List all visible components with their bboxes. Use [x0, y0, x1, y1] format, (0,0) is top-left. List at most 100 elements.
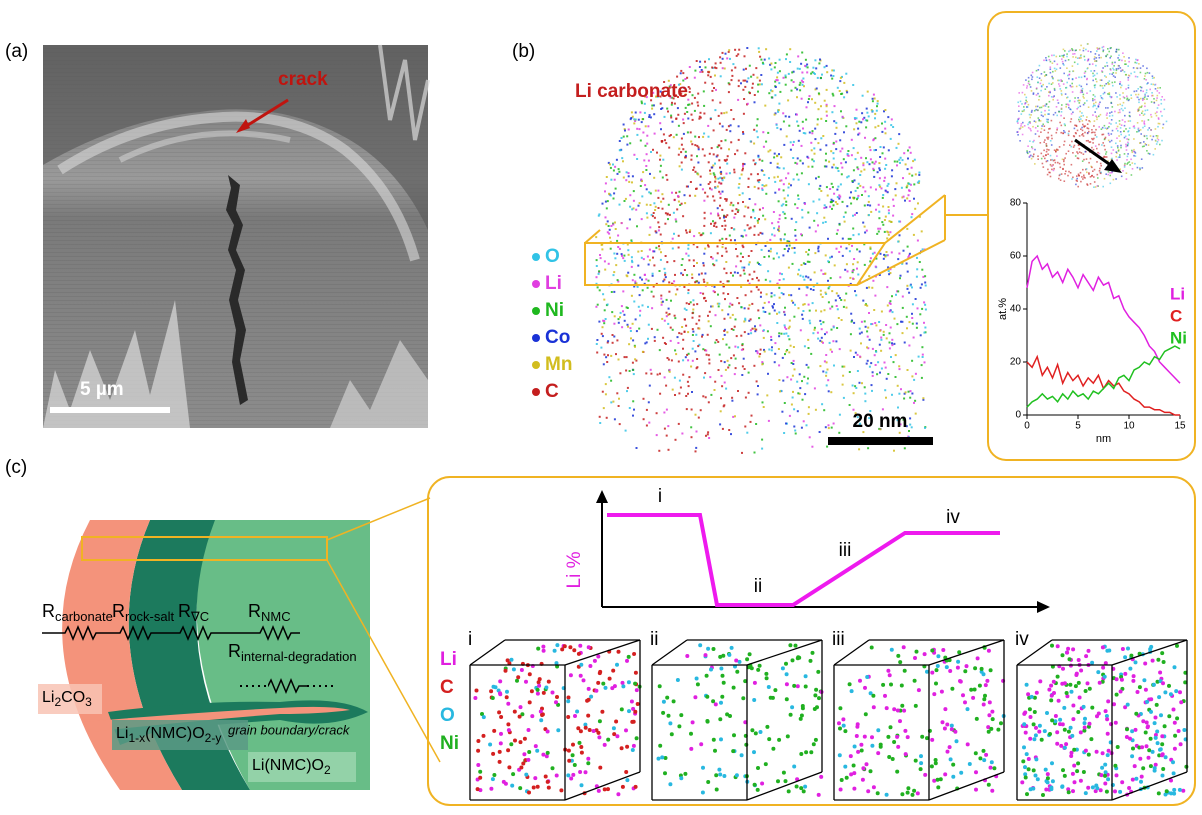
atom-dot — [1113, 764, 1117, 768]
atom-dot — [1045, 154, 1047, 156]
atom-dot — [859, 382, 861, 384]
atom-dot — [621, 255, 623, 257]
atom-dot — [730, 433, 732, 435]
atom-dot — [719, 239, 721, 241]
sem-image — [43, 45, 428, 428]
atom-dot — [920, 334, 922, 336]
atom-dot — [725, 261, 727, 263]
atom-dot — [863, 686, 867, 690]
atom-dot — [909, 200, 911, 202]
atom-dot — [996, 728, 1000, 732]
atom-dot — [673, 136, 675, 138]
atom-dot — [750, 173, 752, 175]
atom-dot — [701, 336, 703, 338]
atom-dot — [603, 322, 605, 324]
atom-dot — [759, 730, 763, 734]
atom-dot — [1118, 55, 1120, 57]
atom-dot — [731, 227, 733, 229]
atom-dot — [1075, 133, 1077, 135]
atom-dot — [1107, 649, 1111, 653]
atom-dot — [881, 131, 883, 133]
atom-dot — [754, 101, 756, 103]
atom-dot — [1125, 146, 1127, 148]
atom-dot — [688, 244, 690, 246]
atom-dot — [818, 250, 820, 252]
atom-dot — [1102, 87, 1104, 89]
atom-dot — [1072, 49, 1074, 51]
atom-dot — [703, 279, 705, 281]
atom-dot — [1035, 109, 1037, 111]
atom-dot — [653, 250, 655, 252]
atom-dot — [921, 377, 923, 379]
atom-dot — [1060, 784, 1064, 788]
atom-dot — [999, 721, 1003, 725]
atom-dot — [670, 117, 672, 119]
profile-line — [1027, 256, 1180, 383]
atom-dot — [623, 136, 625, 138]
atom-dot — [1025, 792, 1029, 796]
atom-dot — [665, 276, 667, 278]
atom-dot — [653, 113, 655, 115]
atom-dot — [603, 743, 607, 747]
atom-dot — [1056, 129, 1058, 131]
atom-dot — [735, 318, 737, 320]
atom-dot — [768, 177, 770, 179]
atom-dot — [1053, 95, 1055, 97]
atom-dot — [1070, 146, 1072, 148]
atom-dot — [1132, 168, 1134, 170]
atom-dot — [789, 61, 791, 63]
atom-dot — [746, 432, 748, 434]
atom-dot — [829, 342, 831, 344]
atom-dot — [573, 714, 577, 718]
atom-dot — [1046, 143, 1048, 145]
atom-dot — [883, 334, 885, 336]
atom-dot — [720, 695, 724, 699]
atom-dot — [692, 360, 694, 362]
atom-dot — [701, 273, 703, 275]
atom-dot — [646, 153, 648, 155]
atom-dot — [1113, 75, 1115, 77]
atom-dot — [1080, 115, 1082, 117]
atom-dot — [841, 319, 843, 321]
atom-dot — [833, 120, 835, 122]
atom-dot — [1122, 119, 1124, 121]
atom-dot — [859, 328, 861, 330]
atom-dot — [776, 76, 778, 78]
atom-dot — [1075, 77, 1077, 79]
atom-dot — [842, 724, 846, 728]
atom-dot — [657, 329, 659, 331]
atom-dot — [1126, 138, 1128, 140]
legend-dot — [532, 307, 540, 315]
cube-legend: LiCONi — [440, 649, 459, 754]
atom-dot — [664, 268, 666, 270]
atom-dot — [878, 231, 880, 233]
atom-dot — [845, 212, 847, 214]
atom-dot — [1117, 126, 1119, 128]
atom-dot — [809, 132, 811, 134]
atom-dot — [1101, 645, 1105, 649]
atom-dot — [1101, 70, 1103, 72]
atom-dot — [801, 704, 805, 708]
atom-dot — [1023, 109, 1025, 111]
atom-dot — [628, 129, 630, 131]
atom-dot — [857, 152, 859, 154]
atom-dot — [678, 423, 680, 425]
atom-dot — [719, 737, 723, 741]
atom-dot — [738, 187, 740, 189]
atom-dot — [654, 336, 656, 338]
atom-dot — [1083, 97, 1085, 99]
atom-dot — [1134, 127, 1136, 129]
atom-dot — [713, 225, 715, 227]
atom-dot — [887, 116, 889, 118]
atom-dot — [903, 729, 907, 733]
atom-dot — [655, 206, 657, 208]
atom-dot — [1159, 92, 1161, 94]
atom-dot — [878, 217, 880, 219]
atom-dot — [875, 189, 877, 191]
atom-dot — [605, 318, 607, 320]
atom-dot — [1146, 150, 1148, 152]
atom-dot — [1134, 777, 1138, 781]
atom-dot — [654, 209, 656, 211]
atom-dot — [721, 238, 723, 240]
atom-dot — [1157, 695, 1161, 699]
